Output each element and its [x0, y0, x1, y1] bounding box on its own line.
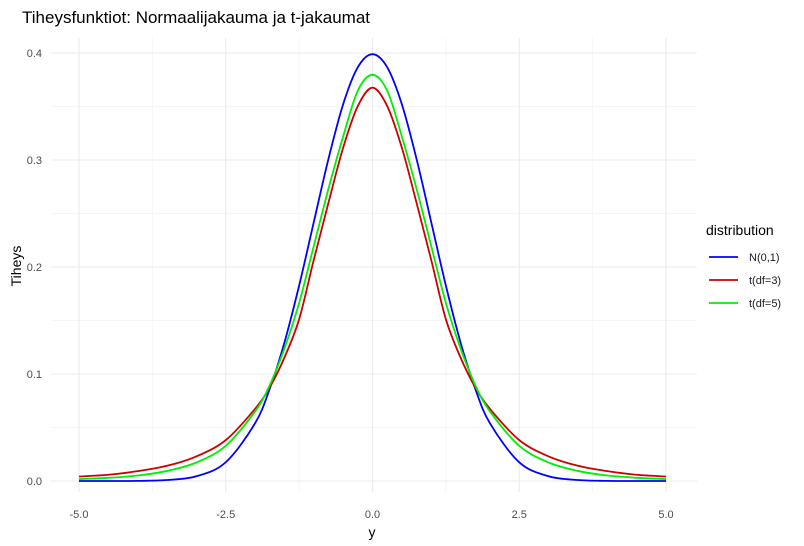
legend-items: N(0,1) t(df=3) t(df=5): [709, 252, 781, 310]
legend-label: t(df=5): [749, 298, 781, 310]
x-tick-label: 2.5: [512, 509, 527, 521]
y-tick-label: 0.1: [27, 369, 42, 381]
y-axis-ticks: 0.0 0.1 0.2 0.3 0.4: [27, 48, 42, 488]
x-axis-title: y: [369, 524, 376, 540]
plot-panel: [51, 38, 697, 492]
chart-title: Tiheysfunktiot: Normaalijakauma ja t-jak…: [22, 8, 370, 27]
series-line-t(df=5): [78, 73, 667, 480]
legend-title: distribution: [706, 222, 774, 238]
x-tick-label: -5.0: [70, 509, 89, 521]
legend-label: t(df=3): [749, 275, 781, 287]
y-tick-label: 0.4: [27, 48, 42, 60]
series-line-N(0,1): [78, 53, 667, 482]
x-axis-ticks: -5.0 -2.5 0.0 2.5 5.0: [70, 509, 674, 521]
x-tick-label: 5.0: [658, 509, 673, 521]
series-lines: [78, 53, 667, 482]
legend: distribution N(0,1) t(df=3) t(df=5): [706, 222, 781, 310]
grid-lines: [51, 38, 697, 492]
y-tick-label: 0.2: [27, 262, 42, 274]
y-axis-title: Tiheys: [8, 246, 24, 287]
series-line-t(df=3): [78, 86, 667, 478]
legend-label: N(0,1): [749, 252, 780, 264]
x-tick-label: -2.5: [216, 509, 235, 521]
y-tick-label: 0.0: [27, 476, 42, 488]
y-tick-label: 0.3: [27, 155, 42, 167]
x-tick-label: 0.0: [365, 509, 380, 521]
